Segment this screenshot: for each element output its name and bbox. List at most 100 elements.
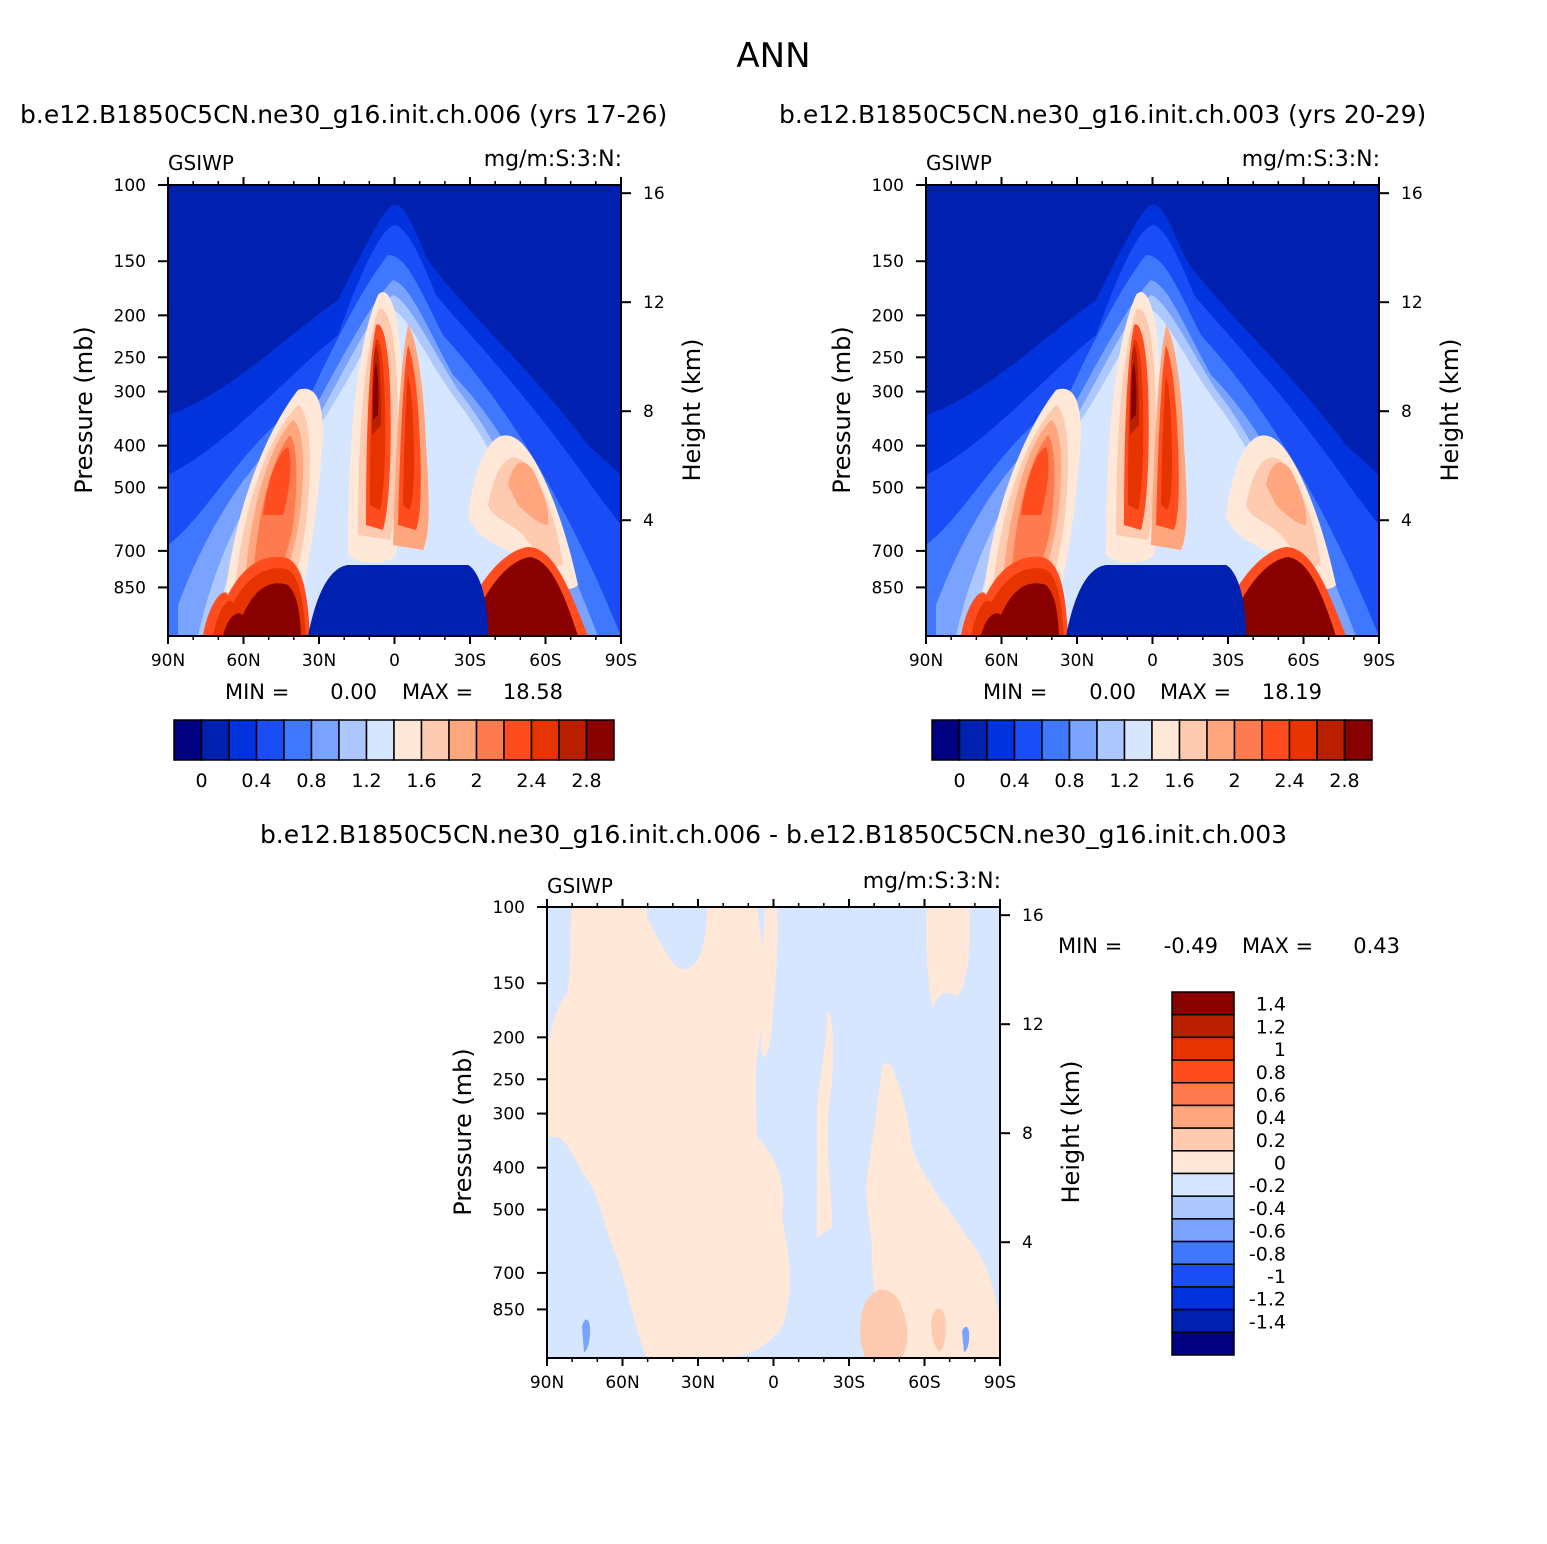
colorbar-label: -0.8 (1249, 1243, 1286, 1265)
x-tick-label: 30N (681, 1373, 715, 1393)
panel1-plot: 90N 60N 30N 0 30S 60S 90S 100 150 200 250 300 400 500… (70, 147, 706, 792)
colorbar-label: 1.6 (1164, 770, 1194, 792)
panel1-ylabel-right: Height (km) (678, 339, 706, 482)
colorbar-swatch (1171, 1331, 1235, 1356)
y-right-tick-label: 4 (643, 511, 654, 531)
colorbar-swatch (1171, 1172, 1235, 1197)
colorbar-swatch (255, 719, 285, 761)
y-tick-label: 300 (493, 1105, 525, 1125)
x-tick-label: 60N (984, 651, 1018, 671)
y-tick-label: 200 (872, 306, 904, 326)
y-right-tick-label: 12 (1022, 1015, 1044, 1035)
colorbar-swatch (530, 719, 560, 761)
colorbar-swatch (1171, 1036, 1235, 1061)
x-tick-label: 60S (908, 1373, 940, 1393)
colorbar-swatch (173, 719, 203, 761)
colorbar-swatch (1171, 1059, 1235, 1084)
y-tick-label: 400 (114, 437, 146, 457)
y-right-tick-label: 12 (1401, 293, 1423, 313)
y-tick-label: 850 (872, 578, 904, 598)
y-tick-label: 700 (493, 1264, 525, 1284)
diff-variable-label: GSIWP (547, 874, 613, 898)
x-tick-label: 30N (1060, 651, 1094, 671)
colorbar-label: 0.4 (1256, 1107, 1286, 1129)
diff-plot: 90N 60N 30N 0 30S 60S 90S 100 150 200 250 300 400 500… (449, 869, 1400, 1393)
colorbar-swatch (420, 719, 450, 761)
x-tick-label: 60N (605, 1373, 639, 1393)
panel2-axes: 90N 60N 30N 0 30S 60S 90S 100 150 200 250 300 400 500… (872, 176, 1423, 671)
colorbar-swatch (1068, 719, 1098, 761)
colorbar-swatch (1171, 1127, 1235, 1152)
colorbar-label: 1 (1274, 1039, 1286, 1061)
panel2-ylabel: Pressure (mb) (828, 326, 856, 493)
y-tick-label: 100 (493, 898, 525, 918)
colorbar-swatch (1171, 1104, 1235, 1129)
x-tick-label: 90S (1363, 651, 1395, 671)
diff-min-value: -0.49 (1164, 934, 1218, 958)
x-tick-label: 90N (151, 651, 185, 671)
colorbar-swatch (1151, 719, 1181, 761)
colorbar-label: 0.4 (999, 770, 1029, 792)
colorbar-label: -1.2 (1249, 1289, 1286, 1311)
colorbar-swatch (365, 719, 395, 761)
y-tick-label: 150 (872, 252, 904, 272)
x-tick-label: 90N (909, 651, 943, 671)
panel2-max-label: MAX = (1160, 680, 1231, 704)
panel2-variable-label: GSIWP (926, 151, 992, 175)
diff-axes: 90N 60N 30N 0 30S 60S 90S 100 150 200 250 300 400 500… (493, 898, 1044, 1393)
colorbar-swatch (1041, 719, 1071, 761)
x-tick-label: 0 (1147, 651, 1158, 671)
colorbar-label: 2.8 (1329, 770, 1359, 792)
figure-title: ANN (736, 36, 811, 76)
panel1-min-value: 0.00 (330, 680, 377, 704)
panel1-colorbar: 0 0.4 0.8 1.2 1.6 2 2.4 2.8 (173, 719, 615, 792)
colorbar-label: 2 (1228, 770, 1240, 792)
panel2-contours (926, 185, 1379, 636)
y-tick-label: 150 (114, 252, 146, 272)
colorbar-label: -1 (1267, 1266, 1286, 1288)
x-tick-label: 30N (302, 651, 336, 671)
colorbar-swatch (503, 719, 533, 761)
x-tick-label: 30S (1212, 651, 1244, 671)
colorbar-swatch (338, 719, 368, 761)
y-tick-label: 250 (493, 1070, 525, 1090)
y-tick-label: 850 (114, 578, 146, 598)
colorbar-label: 1.2 (1109, 770, 1139, 792)
diff-panel-title: b.e12.B1850C5CN.ne30_g16.init.ch.006 - b… (259, 820, 1288, 849)
y-tick-label: 500 (493, 1201, 525, 1221)
y-tick-label: 400 (872, 437, 904, 457)
panel2-title: b.e12.B1850C5CN.ne30_g16.init.ch.003 (yr… (779, 100, 1427, 129)
x-tick-label: 90S (984, 1373, 1016, 1393)
x-tick-label: 90S (605, 651, 637, 671)
colorbar-swatch (1233, 719, 1263, 761)
diff-contours (547, 907, 1000, 1358)
colorbar-swatch (1171, 991, 1235, 1016)
colorbar-swatch (1171, 1286, 1235, 1311)
y-tick-label: 500 (872, 479, 904, 499)
panel1-variable-label: GSIWP (168, 151, 234, 175)
x-tick-label: 30S (454, 651, 486, 671)
panel1-contours (168, 185, 621, 636)
colorbar-label: 1.6 (406, 770, 436, 792)
colorbar-label: -1.4 (1249, 1311, 1286, 1333)
diff-ylabel: Pressure (mb) (449, 1048, 477, 1215)
colorbar-swatch (1171, 1195, 1235, 1220)
panel1-units-label: mg/m:S:3:N: (484, 147, 622, 172)
colorbar-label: 0.8 (296, 770, 326, 792)
colorbar-label: 0.8 (1256, 1062, 1286, 1084)
y-tick-label: 300 (114, 383, 146, 403)
colorbar-label: 2.8 (571, 770, 601, 792)
panel1-min-label: MIN = (225, 680, 289, 704)
colorbar-label: 0 (1274, 1153, 1286, 1175)
diff-colorbar: 1.41.210.80.60.40.20-0.2-0.4-0.6-0.8-1-1… (1171, 991, 1286, 1356)
colorbar-swatch (1288, 719, 1318, 761)
panel2-max-value: 18.19 (1262, 680, 1322, 704)
panel2-plot: 90N 60N 30N 0 30S 60S 90S 100 150 200 250 300 400 500… (828, 147, 1464, 792)
diff-max-label: MAX = (1242, 934, 1313, 958)
colorbar-swatch (1171, 1082, 1235, 1107)
y-tick-label: 500 (114, 479, 146, 499)
colorbar-swatch (1171, 1308, 1235, 1334)
y-tick-label: 200 (493, 1028, 525, 1048)
colorbar-label: 1.4 (1256, 994, 1286, 1016)
